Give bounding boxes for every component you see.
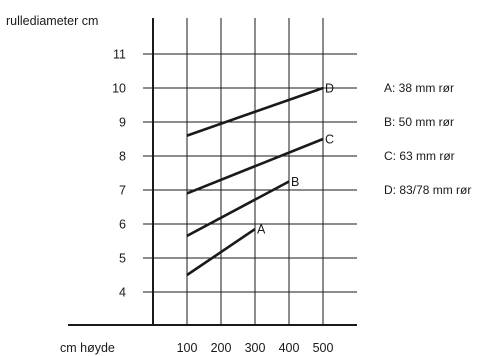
series-end-label-D: D <box>325 82 334 96</box>
y-tick-label-11: 11 <box>113 48 126 62</box>
series-line-D <box>186 86 324 137</box>
legend-entry-A: A: 38 mm rør <box>384 81 454 95</box>
y-axis-title: rullediameter cm <box>6 14 98 28</box>
legend-entry-B: B: 50 mm rør <box>384 115 454 129</box>
series-end-labels: A B C D <box>257 82 334 237</box>
y-tick-label-9: 9 <box>119 116 126 130</box>
x-tick-label-500: 500 <box>313 341 334 355</box>
y-tick-label-8: 8 <box>119 150 126 164</box>
series-line-C <box>186 137 324 195</box>
y-tick-label-10: 10 <box>112 82 126 96</box>
series-end-label-A: A <box>257 223 266 237</box>
x-axis-title: cm høyde <box>60 341 115 355</box>
legend-entry-C: C: 63 mm rør <box>384 149 455 163</box>
series-end-label-B: B <box>291 175 299 189</box>
axes <box>68 18 357 326</box>
y-tick-label-5: 5 <box>119 252 126 266</box>
x-tick-label-400: 400 <box>279 341 300 355</box>
x-tick-label-100: 100 <box>177 341 198 355</box>
x-tick-label-200: 200 <box>211 341 232 355</box>
series-end-label-C: C <box>325 133 334 147</box>
tick-labels: 4 5 6 7 8 9 10 11 100 200 300 400 500 <box>112 48 333 356</box>
legend: A: 38 mm rør B: 50 mm rør C: 63 mm rør D: 8… <box>384 81 471 197</box>
y-tick-label-6: 6 <box>119 218 126 232</box>
y-tick-label-7: 7 <box>119 184 126 198</box>
grid-lines <box>143 18 357 325</box>
series-line-B <box>186 180 290 238</box>
y-tick-label-4: 4 <box>119 286 126 300</box>
legend-entry-D: D: 83/78 mm rør <box>384 183 471 197</box>
x-tick-label-300: 300 <box>245 341 266 355</box>
series-line-A <box>186 228 256 277</box>
series-lines <box>186 86 324 277</box>
